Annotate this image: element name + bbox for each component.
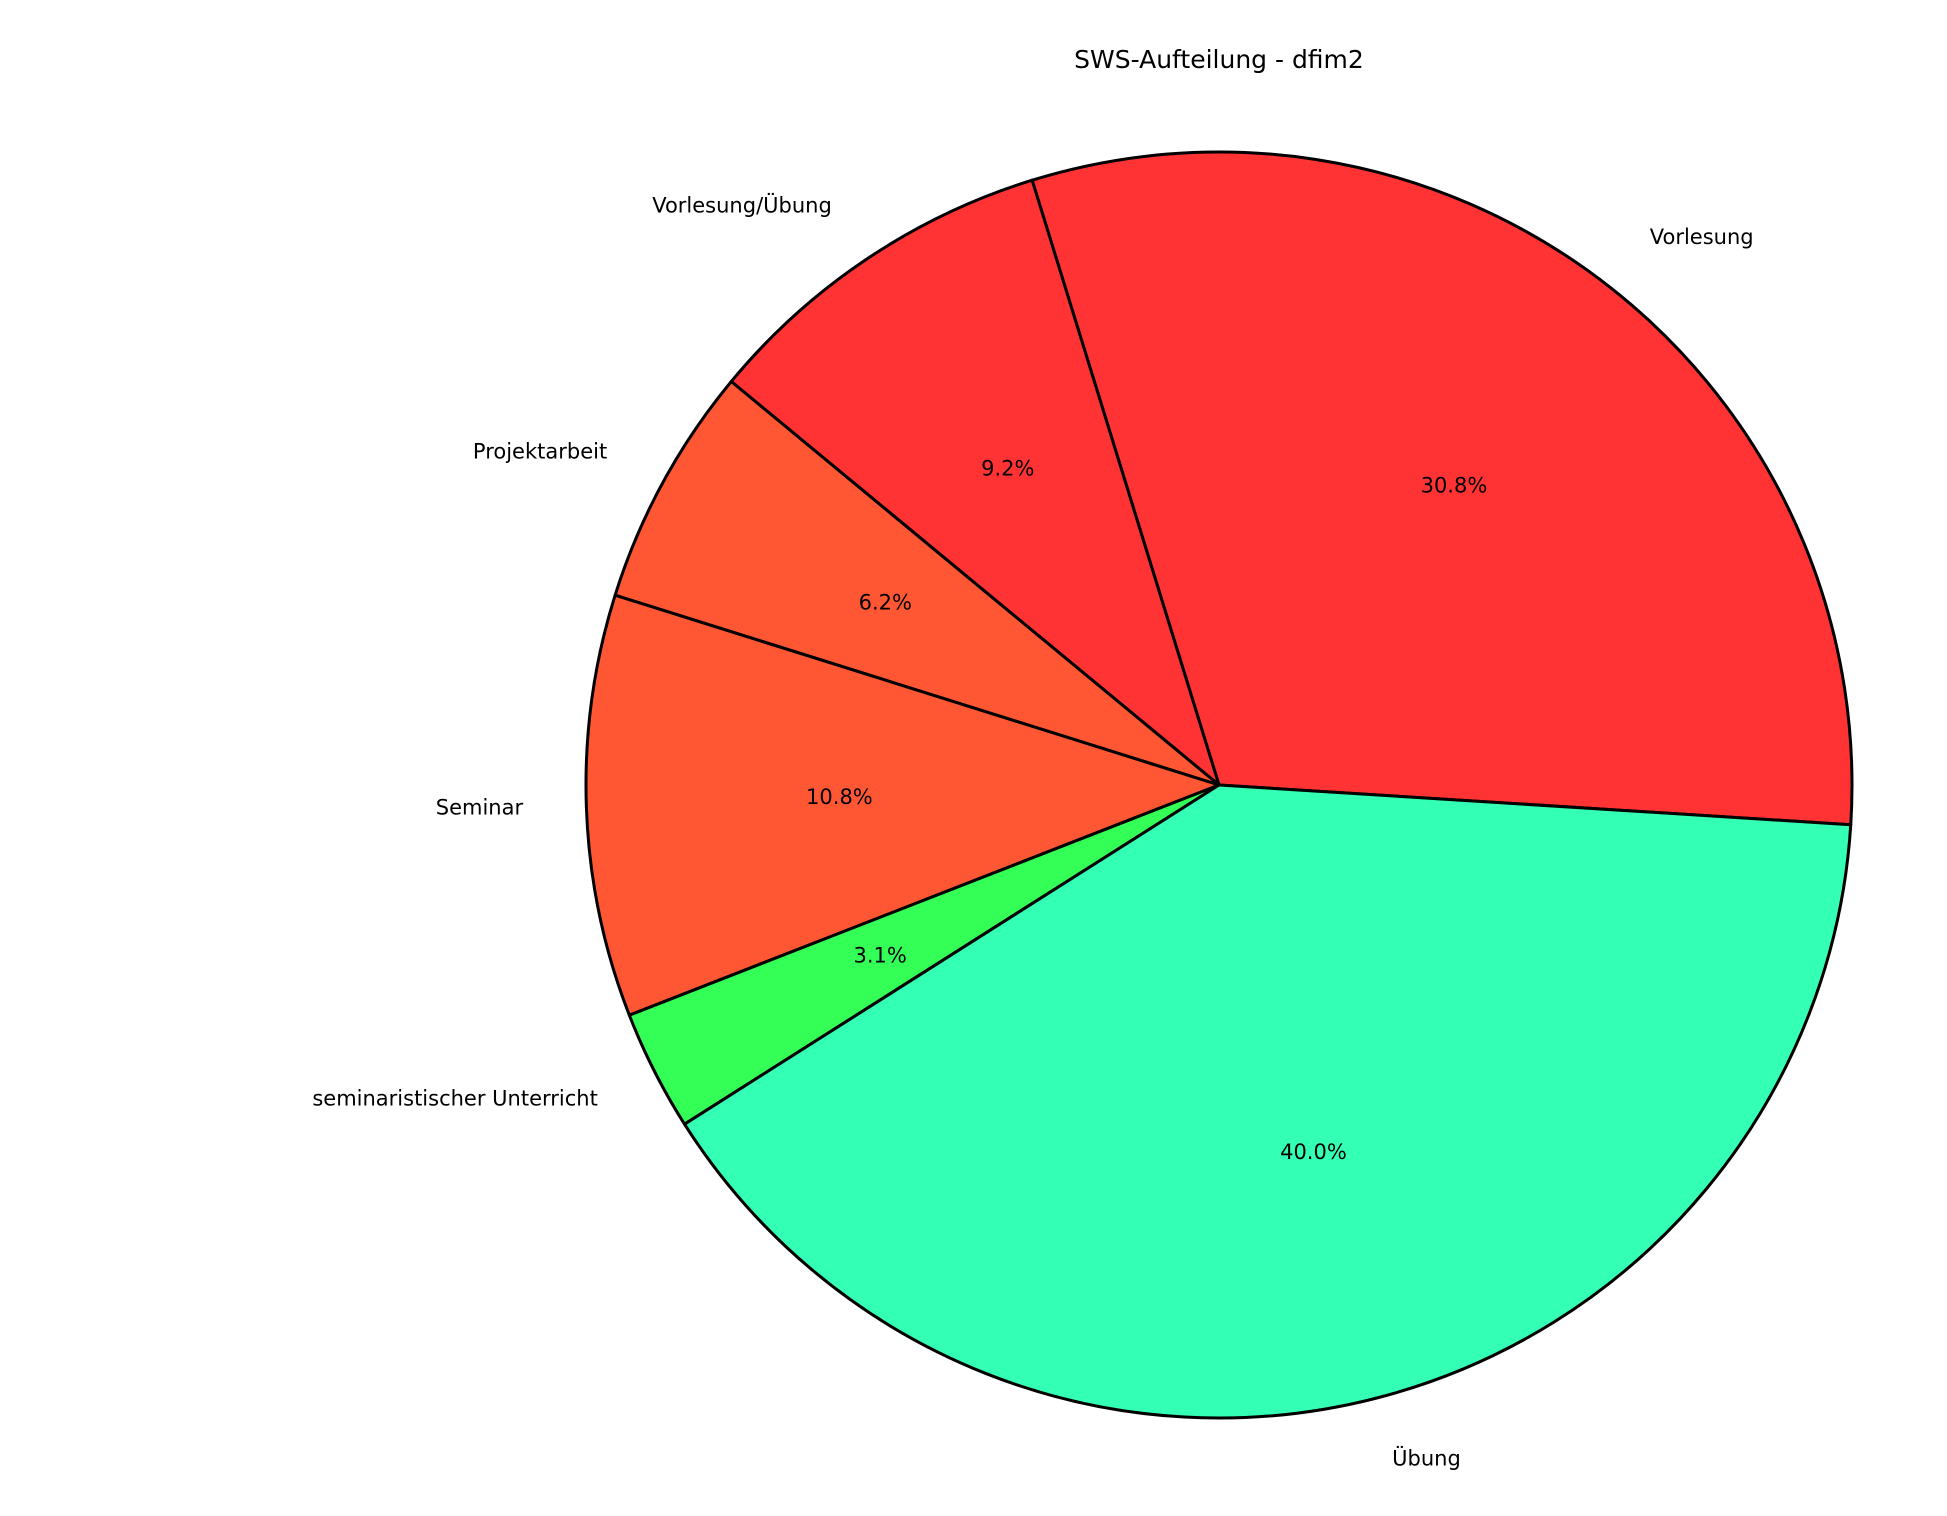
pie-slice <box>613 380 1221 787</box>
slice-label: Vorlesung <box>1650 225 1754 249</box>
slice-label: Seminar <box>436 796 524 820</box>
slice-percentage: 9.2% <box>981 456 1034 480</box>
slice-label: Übung <box>1392 1445 1461 1470</box>
slice-percentage: 40.0% <box>1280 1140 1347 1164</box>
slice-percentage: 10.8% <box>806 785 873 809</box>
chart-title: SWS-Aufteilung - dfim2 <box>1074 45 1364 74</box>
slice-label: Vorlesung/Übung <box>652 192 832 217</box>
slice-percentage: 30.8% <box>1421 474 1488 498</box>
pie-slice <box>683 783 1853 1420</box>
slice-label: Projektarbeit <box>473 440 607 464</box>
pie-slice <box>729 178 1221 787</box>
slice-label: seminaristischer Unterricht <box>312 1087 598 1111</box>
slice-percentage: 3.1% <box>854 944 907 968</box>
pie-slice <box>1030 150 1854 827</box>
pie-slice <box>584 593 1221 1017</box>
slice-percentage: 6.2% <box>859 591 912 615</box>
